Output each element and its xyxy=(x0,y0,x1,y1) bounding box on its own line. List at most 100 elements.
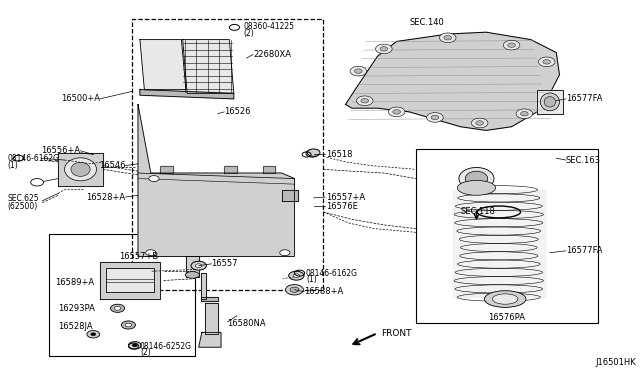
Circle shape xyxy=(87,331,100,338)
Text: SEC.140: SEC.140 xyxy=(410,19,444,28)
Text: 16577FA: 16577FA xyxy=(566,94,602,103)
Polygon shape xyxy=(453,190,545,297)
Circle shape xyxy=(376,44,392,54)
Text: 16556+A: 16556+A xyxy=(42,146,81,155)
Text: 16580NA: 16580NA xyxy=(227,319,266,328)
Polygon shape xyxy=(182,39,234,93)
Polygon shape xyxy=(140,39,186,90)
Circle shape xyxy=(350,66,367,76)
Text: SEC.625: SEC.625 xyxy=(7,195,38,203)
Circle shape xyxy=(149,176,159,182)
Circle shape xyxy=(290,287,299,292)
Text: FRONT: FRONT xyxy=(381,328,411,338)
Text: 16577FA: 16577FA xyxy=(566,246,602,255)
Circle shape xyxy=(508,43,515,47)
Text: (1): (1) xyxy=(7,161,18,170)
Polygon shape xyxy=(205,303,218,334)
Circle shape xyxy=(538,57,555,67)
Text: J16501HK: J16501HK xyxy=(595,357,636,366)
Text: 16576E: 16576E xyxy=(326,202,358,211)
Circle shape xyxy=(129,341,141,349)
Polygon shape xyxy=(282,190,298,201)
Polygon shape xyxy=(262,166,275,173)
Circle shape xyxy=(427,113,444,122)
Text: 08146-6162G: 08146-6162G xyxy=(7,154,59,163)
Polygon shape xyxy=(224,166,237,173)
Circle shape xyxy=(146,250,156,256)
Circle shape xyxy=(546,99,554,103)
Bar xyxy=(416,149,598,323)
Text: (1): (1) xyxy=(306,275,317,284)
Circle shape xyxy=(132,344,138,347)
Polygon shape xyxy=(161,166,173,173)
Circle shape xyxy=(31,179,44,186)
Polygon shape xyxy=(200,297,218,301)
Circle shape xyxy=(289,271,304,280)
Circle shape xyxy=(476,121,483,125)
Text: SEC.118: SEC.118 xyxy=(461,208,495,217)
Circle shape xyxy=(503,40,520,50)
Circle shape xyxy=(440,33,456,42)
Text: 08146-6252G: 08146-6252G xyxy=(140,341,192,350)
Polygon shape xyxy=(138,105,294,256)
Circle shape xyxy=(431,115,439,120)
Ellipse shape xyxy=(65,158,97,181)
Text: 16528JA: 16528JA xyxy=(58,322,93,331)
Circle shape xyxy=(520,112,528,116)
Text: 16576PA: 16576PA xyxy=(488,313,525,322)
Circle shape xyxy=(125,323,132,327)
Text: SEC.163: SEC.163 xyxy=(566,155,601,164)
Circle shape xyxy=(285,285,303,295)
Text: 16546: 16546 xyxy=(99,161,125,170)
Text: 16528+A: 16528+A xyxy=(86,193,125,202)
Polygon shape xyxy=(346,32,559,131)
Text: 08146-6162G: 08146-6162G xyxy=(306,269,358,278)
Circle shape xyxy=(91,333,96,336)
Text: 16589+A: 16589+A xyxy=(55,278,94,287)
Circle shape xyxy=(471,118,488,128)
Circle shape xyxy=(307,149,320,156)
Text: 16500+A: 16500+A xyxy=(61,94,100,103)
Circle shape xyxy=(122,321,136,329)
Circle shape xyxy=(293,274,300,278)
Circle shape xyxy=(543,60,550,64)
Circle shape xyxy=(195,264,202,267)
Circle shape xyxy=(361,99,369,103)
Circle shape xyxy=(280,250,290,256)
Text: 16293PA: 16293PA xyxy=(58,304,95,313)
Text: (62500): (62500) xyxy=(7,202,37,211)
Text: 16526: 16526 xyxy=(224,108,251,116)
Polygon shape xyxy=(58,153,103,186)
Ellipse shape xyxy=(71,162,90,176)
Text: (2): (2) xyxy=(140,348,150,357)
Ellipse shape xyxy=(540,93,559,111)
Polygon shape xyxy=(100,262,161,299)
Ellipse shape xyxy=(544,97,556,107)
Text: 16588+A: 16588+A xyxy=(304,287,343,296)
Text: (2): (2) xyxy=(243,29,254,38)
Polygon shape xyxy=(200,273,206,299)
Bar xyxy=(49,234,195,356)
Ellipse shape xyxy=(492,294,518,304)
Polygon shape xyxy=(106,267,154,292)
Circle shape xyxy=(306,150,319,157)
Text: 16557+B: 16557+B xyxy=(119,252,158,261)
Polygon shape xyxy=(198,333,221,347)
Ellipse shape xyxy=(458,180,495,195)
Ellipse shape xyxy=(185,272,199,278)
Circle shape xyxy=(516,109,532,119)
Polygon shape xyxy=(186,256,198,277)
Circle shape xyxy=(444,36,452,40)
Circle shape xyxy=(191,261,206,270)
Circle shape xyxy=(356,96,373,106)
Circle shape xyxy=(115,307,121,310)
Circle shape xyxy=(541,96,558,106)
Ellipse shape xyxy=(459,167,494,190)
Ellipse shape xyxy=(465,171,488,186)
Text: 22680XA: 22680XA xyxy=(253,50,291,59)
Text: 16518: 16518 xyxy=(326,150,353,159)
Circle shape xyxy=(355,69,362,73)
Circle shape xyxy=(380,46,388,51)
Circle shape xyxy=(393,110,401,114)
Polygon shape xyxy=(140,90,234,99)
